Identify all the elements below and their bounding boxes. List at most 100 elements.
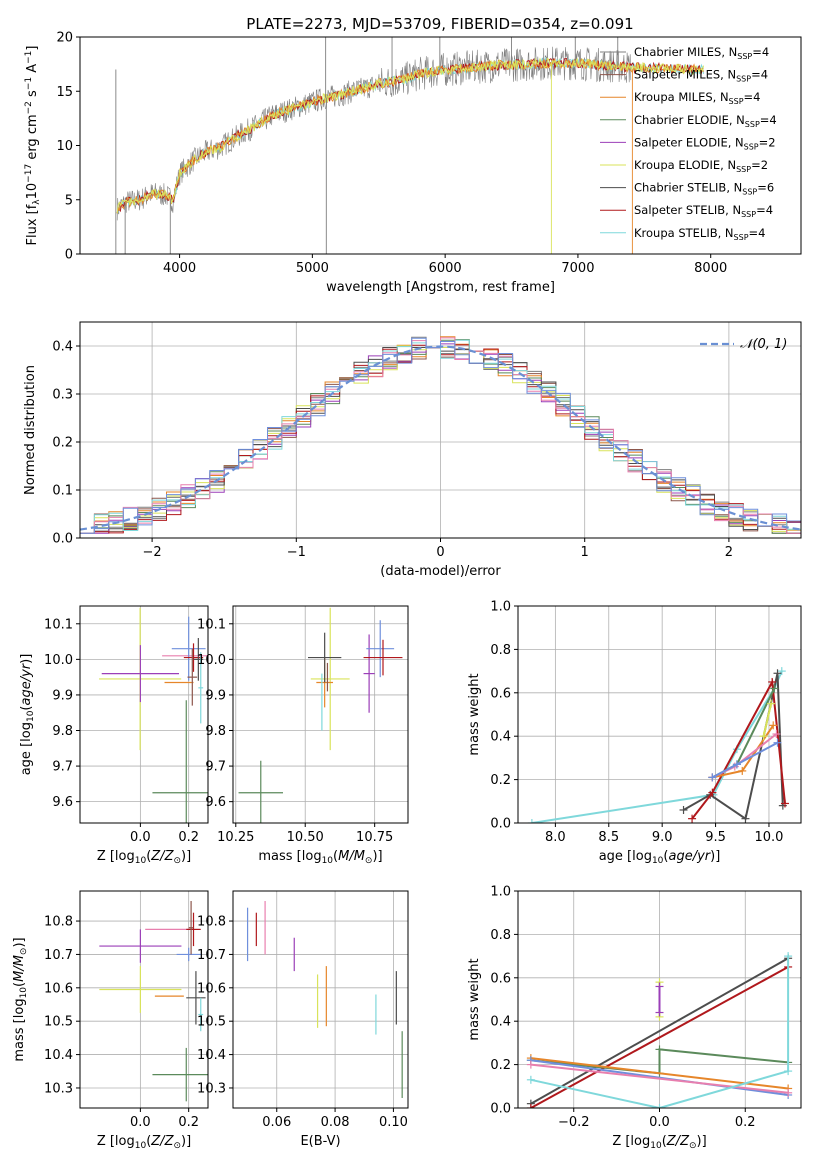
x-tick-label: 0 — [436, 545, 444, 560]
y-tick-label: 0.2 — [490, 1058, 511, 1073]
weight-line — [531, 670, 783, 823]
x-tick-label: 0.2 — [735, 1115, 756, 1130]
y-axis-label: mass weight — [467, 673, 482, 755]
weight-line — [530, 956, 790, 1108]
y-tick-label: 10.7 — [44, 948, 73, 963]
plot-area — [99, 901, 208, 1102]
y-tick-label: 0 — [65, 248, 73, 263]
spectrum-model-line — [116, 57, 704, 214]
x-tick-label: 0.06 — [262, 1115, 291, 1130]
weight-line — [530, 1059, 789, 1096]
plot-area — [80, 336, 801, 534]
y-tick-label: 0.8 — [490, 928, 511, 943]
axes-frame — [232, 605, 409, 824]
spectrum-data-line — [116, 46, 632, 221]
legend-label: Salpeter MILES, NSSP=4 — [634, 68, 768, 84]
y-tick-label: 0.3 — [52, 388, 73, 403]
x-tick-label: 0.08 — [321, 1115, 350, 1130]
axes-frame — [79, 605, 209, 824]
y-tick-label: 0.1 — [52, 484, 73, 499]
chart-age-vs-mass: 10.25 10.50 10.75 9.6 9.7 9.8 9.9 10.0 10.1 mass … — [197, 605, 409, 866]
x-axis-label: wavelength [Angstrom, rest frame] — [326, 280, 555, 295]
legend-label: Kroupa MILES, NSSP=4 — [634, 90, 760, 106]
x-tick-label: 0.10 — [379, 1115, 408, 1130]
y-tick-label: 10.3 — [44, 1081, 73, 1096]
axes-frame — [79, 890, 209, 1109]
x-axis-label: age [log10(age/yr)] — [599, 849, 721, 866]
y-tick-label: 10.4 — [197, 1048, 226, 1063]
y-tick-label: 0.0 — [490, 1102, 511, 1117]
x-tick-label: 6000 — [429, 261, 462, 276]
histogram-step — [80, 339, 801, 534]
y-tick-label: 0.2 — [52, 436, 73, 451]
x-tick-label: 1 — [581, 545, 589, 560]
y-axis-label: age [log10(age/yr)] — [19, 654, 36, 776]
y-tick-label: 0.2 — [490, 773, 511, 788]
y-tick-label: 0.0 — [52, 532, 73, 547]
x-tick-label: 5000 — [296, 261, 329, 276]
plot-area — [246, 901, 403, 1098]
y-tick-label: 10.4 — [44, 1048, 73, 1063]
x-tick-label: 9.5 — [705, 830, 726, 845]
x-axis-label: mass [log10(M/M⊙)] — [258, 849, 382, 866]
x-tick-label: 0.2 — [178, 830, 199, 845]
y-tick-label: 0.4 — [52, 340, 73, 355]
y-tick-label: 0.8 — [490, 643, 511, 658]
y-axis-label: Flux [fλ10−17 erg cm−2 s−1 A−1] — [24, 46, 42, 246]
x-tick-label: 8.5 — [598, 830, 619, 845]
x-axis-label: (data-model)/error — [380, 564, 501, 579]
y-tick-label: 10.8 — [44, 915, 73, 930]
y-tick-label: 10.1 — [197, 617, 226, 632]
x-tick-label: 7000 — [561, 261, 594, 276]
chart-age-vs-z: 0.0 0.2 9.6 9.7 9.8 9.9 10.0 10.1 Z [log10(Z/Z⊙)… — [19, 605, 209, 866]
legend-label: Salpeter STELIB, NSSP=4 — [634, 203, 773, 219]
y-tick-label: 0.6 — [490, 686, 511, 701]
x-tick-label: 8.0 — [545, 830, 566, 845]
y-tick-label: 5 — [65, 193, 73, 208]
y-tick-label: 10.5 — [197, 1015, 226, 1030]
axes-frame — [517, 605, 802, 824]
weight-line — [530, 1048, 789, 1075]
legend-label: Salpeter ELODIE, NSSP=2 — [634, 135, 776, 151]
x-tick-label: 10.0 — [754, 830, 783, 845]
plot-area — [238, 607, 403, 823]
chart-residuals: 𝒩(0, 1) −2 −1 0 1 2 0.0 0.1 0.2 0.3 0.4 (data-model… — [23, 321, 802, 579]
legend-label: Kroupa ELODIE, NSSP=2 — [634, 158, 768, 174]
y-tick-label: 10.6 — [197, 981, 226, 996]
y-tick-label: 20 — [56, 31, 73, 46]
y-tick-label: 10.0 — [197, 653, 226, 668]
histogram-step — [80, 337, 801, 534]
x-tick-label: 0.0 — [130, 1115, 151, 1130]
x-tick-label: 8000 — [694, 261, 727, 276]
y-tick-label: 0.4 — [490, 1015, 511, 1030]
y-tick-label: 9.7 — [52, 760, 73, 775]
y-tick-label: 9.8 — [205, 724, 226, 739]
x-tick-label: 4000 — [163, 261, 196, 276]
weight-line — [530, 1063, 789, 1094]
axes-frame — [232, 890, 409, 1109]
y-tick-label: 15 — [56, 85, 73, 100]
y-tick-label: 0.4 — [490, 730, 511, 745]
y-tick-label: 9.8 — [52, 724, 73, 739]
y-tick-label: 10.7 — [197, 948, 226, 963]
weight-line — [530, 957, 789, 1105]
chart-weight-vs-age: 8.0 8.5 9.0 9.5 10.0 0.0 0.2 0.4 0.6 0.8 1.0 age [l… — [467, 600, 802, 866]
y-tick-label: 0.0 — [490, 817, 511, 832]
y-tick-label: 10.6 — [44, 981, 73, 996]
y-tick-label: 9.9 — [205, 688, 226, 703]
legend-label: Chabrier STELIB, NSSP=6 — [634, 181, 774, 197]
x-tick-label: 0.2 — [178, 1115, 199, 1130]
y-tick-label: 9.6 — [205, 795, 226, 810]
y-tick-label: 10.8 — [197, 915, 226, 930]
figure-title: PLATE=2273, MJD=53709, FIBERID=0354, z=0… — [246, 15, 633, 33]
x-tick-label: 10.50 — [287, 830, 324, 845]
x-tick-label: −1 — [287, 545, 306, 560]
charts-layer: Chabrier MILES, NSSP=4 Salpeter MILES, NS… — [12, 31, 802, 1151]
y-tick-label: 0.6 — [490, 971, 511, 986]
y-tick-label: 10.5 — [44, 1015, 73, 1030]
x-axis-label: Z [log10(Z/Z⊙)] — [97, 1134, 191, 1151]
y-tick-label: 1.0 — [490, 600, 511, 615]
y-tick-label: 10.3 — [197, 1081, 226, 1096]
x-axis-label: Z [log10(Z/Z⊙)] — [97, 849, 191, 866]
